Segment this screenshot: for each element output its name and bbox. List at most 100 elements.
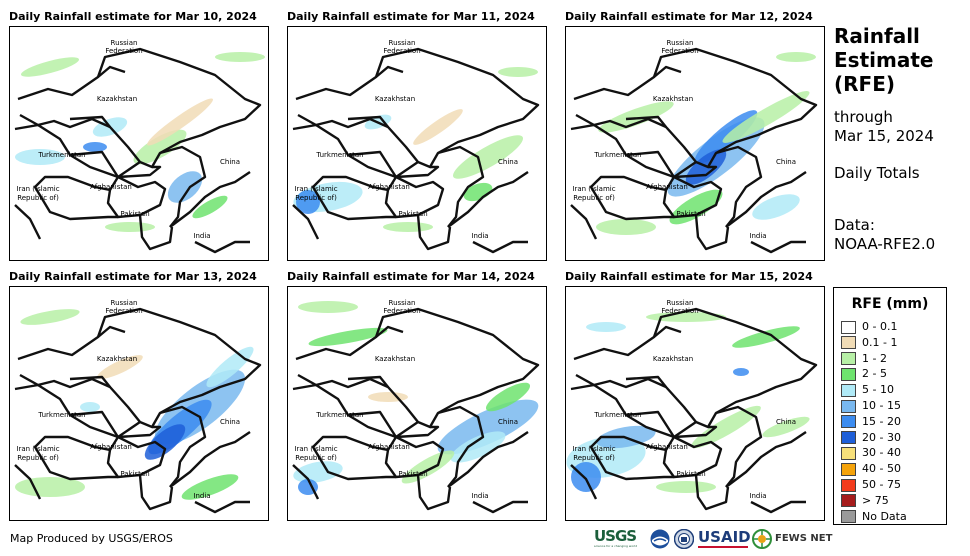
rainfall-layer [293,67,538,232]
rainfall-patch [83,142,107,152]
border-line [593,383,697,439]
legend-item: 50 - 75 [841,478,901,492]
rainfall-patch [15,477,85,497]
label-iran-2: Republic of) [295,194,337,202]
border-line [311,435,396,481]
totals-label: Daily Totals [834,164,920,182]
border-line [14,464,42,500]
label-iran-2: Republic of) [295,454,337,462]
rainfall-patch [215,52,265,62]
label-russia: Russian [111,39,138,47]
rainfall-patch [298,301,358,313]
border-line [347,150,398,178]
border-line [292,383,317,391]
rainfall-patch [413,109,463,145]
border-line [573,47,818,169]
border-line [194,500,250,514]
border-line [750,500,806,514]
rainfall-patch [20,57,80,77]
legend-item: 5 - 10 [841,383,894,397]
rainfall-patch [296,190,320,214]
legend-swatch [841,494,856,508]
legend-label: 5 - 10 [862,383,894,397]
usgs-tagline: science for a changing world [594,544,638,548]
rainfall-patch [15,149,65,165]
label-china: China [498,418,518,426]
legend-label: 50 - 75 [862,478,901,491]
border-line [416,474,452,511]
label-pakistan: Pakistan [676,210,705,218]
label-afghanistan: Afghanistan [90,443,132,451]
border-line [662,175,723,219]
country-borders [14,307,262,514]
border-line [315,383,419,439]
border-line [472,500,528,514]
border-line [14,204,42,240]
panel-title: Daily Rainfall estimate for Mar 14, 2024 [287,270,535,283]
panel-title: Daily Rainfall estimate for Mar 13, 2024 [9,270,257,283]
label-iran: Iran (Islamic [294,185,337,193]
border-line [715,145,763,228]
legend-swatch [841,336,856,350]
label-kazakhstan: Kazakhstan [375,355,415,363]
border-line [715,405,763,488]
border-line [14,123,39,131]
border-line [169,431,251,488]
through-label: through [834,108,893,126]
label-afghanistan: Afghanistan [646,443,688,451]
border-line [97,65,126,78]
legend-swatch [841,478,856,492]
rainfall-patch [485,382,531,412]
rainfall-patch [776,52,816,62]
border-line [311,175,396,221]
legend-item: 40 - 50 [841,462,901,476]
rainfall-patch [192,195,228,219]
label-turkmenistan: Turkmenistan [315,411,363,419]
label-kazakhstan: Kazakhstan [653,355,693,363]
legend-label: 30 - 40 [862,446,901,460]
border-line [694,214,730,251]
label-turkmenistan: Turkmenistan [37,411,85,419]
border-line [347,115,389,128]
legend-item: 0.1 - 1 [841,335,898,350]
panel-title: Daily Rainfall estimate for Mar 12, 2024 [565,10,813,23]
legend-item: > 75 [841,493,889,508]
rainfall-patch [656,481,716,493]
border-line [117,425,162,439]
border-line [472,240,528,254]
label-china: China [220,418,240,426]
border-line [447,431,529,488]
rainfall-patch [453,135,523,179]
label-iran-2: Republic of) [573,454,615,462]
border-line [673,425,718,439]
legend-item: 10 - 15 [841,399,901,413]
fews-net-label: FEWS NET [775,533,833,544]
border-line [384,435,445,479]
border-line [295,47,540,169]
label-india: India [471,232,488,240]
legend-label: > 75 [862,493,889,507]
label-federation: Federation [105,47,142,55]
border-line [159,405,207,488]
panel-title: Daily Rainfall estimate for Mar 15, 2024 [565,270,813,283]
label-kazakhstan: Kazakhstan [97,95,137,103]
legend-label: 0 - 0.1 [862,320,898,333]
border-line [570,123,595,131]
country-borders [292,307,540,514]
rainfall-patch [383,222,433,232]
border-line [69,115,111,128]
rainfall-map: Russian Federation Kazakhstan Turkmenistan C… [9,286,269,521]
border-line [17,47,262,169]
border-line [673,165,718,179]
rainfall-map: Russian Federation Kazakhstan Turkmenistan C… [565,286,825,521]
label-federation: Federation [661,47,698,55]
legend-label: 0.1 - 1 [862,335,898,349]
label-china: China [776,418,796,426]
border-line [570,383,595,391]
border-line [593,123,697,179]
rainfall-patch [571,462,601,492]
legend-swatch [841,446,856,460]
label-turkmenistan: Turkmenistan [593,151,641,159]
rainfall-patch [20,309,80,325]
